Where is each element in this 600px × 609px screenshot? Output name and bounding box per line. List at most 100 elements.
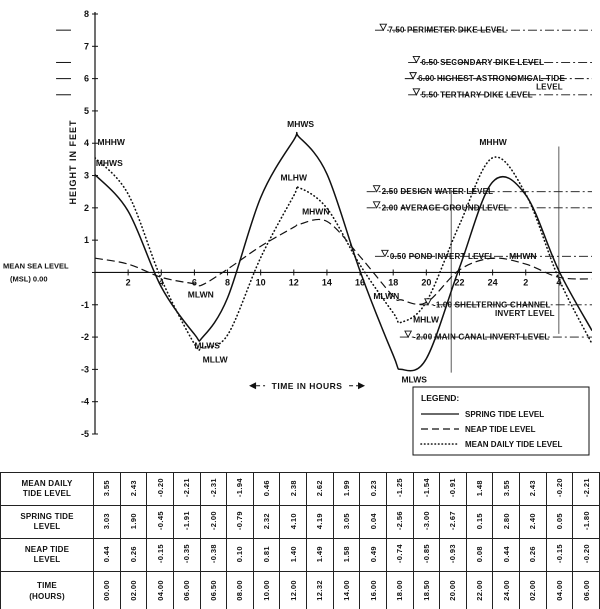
value-text: 4.19	[315, 512, 325, 530]
value-text: 2.40	[528, 512, 538, 530]
reference-level-annotation: 2.00 AVERAGE GROUND LEVEL	[372, 201, 509, 212]
value-text: -2.21	[581, 478, 591, 498]
table-row: NEAP TIDE LEVEL 0.44 0.26 -0.15 -0.35 -0.38 0.1…	[0, 538, 600, 572]
value-text: 0.26	[528, 545, 538, 563]
value-cell: 3.55	[492, 472, 520, 506]
value-cell: 16.00	[359, 571, 387, 609]
value-cell: -1.94	[226, 472, 254, 506]
x-tick-label: 14	[322, 277, 332, 287]
value-text: -1.25	[395, 478, 405, 498]
value-text: 22.00	[475, 580, 485, 601]
value-cell: -1.54	[412, 472, 441, 506]
row-header: TIME (HOURS)	[0, 571, 94, 609]
datum-triangle-icon	[380, 249, 389, 258]
value-cell: 2.80	[492, 505, 520, 539]
y-tick-label: 5	[84, 106, 89, 116]
reference-level-label: 7.50 PERIMETER DIKE LEVEL	[388, 26, 507, 35]
value-text: 0.15	[475, 512, 485, 530]
value-cell: 1.58	[332, 538, 361, 572]
value-text: 0.05	[554, 512, 564, 530]
value-cell: 1.90	[119, 505, 148, 539]
value-cell: 2.43	[119, 472, 148, 506]
value-text: 18.50	[421, 580, 431, 601]
value-cell: 2.38	[279, 472, 307, 506]
value-cell: 04.00	[545, 571, 574, 609]
value-text: 0.23	[368, 479, 378, 497]
curve-point-label: MHWN	[302, 206, 329, 216]
value-text: 0.81	[262, 545, 272, 563]
value-text: -0.85	[421, 544, 431, 564]
value-cell: 0.23	[359, 472, 387, 506]
value-text: 0.08	[475, 545, 485, 563]
value-text: 16.00	[368, 580, 378, 601]
legend-title: LEGEND:	[421, 393, 459, 403]
value-text: 2.62	[315, 479, 325, 497]
value-cell: 22.00	[465, 571, 494, 609]
value-text: -0.91	[448, 478, 458, 498]
value-text: 1.58	[341, 545, 351, 563]
value-text: 2.38	[288, 479, 298, 497]
value-text: 3.05	[341, 512, 351, 530]
value-cell: 2.32	[252, 505, 281, 539]
y-tick-label: -2	[81, 332, 89, 342]
value-text: 2.80	[501, 512, 511, 530]
value-text: -0.74	[395, 544, 405, 564]
value-cell: 4.10	[279, 505, 307, 539]
value-cell: 0.44	[492, 538, 520, 572]
value-cell: -0.15	[146, 538, 174, 572]
value-text: 00.00	[102, 580, 112, 601]
reference-level-label: 6.00 HIGHEST ASTRONOMICAL TIDE	[418, 74, 565, 83]
value-cell: 24.00	[492, 571, 520, 609]
datum-triangle-icon	[412, 56, 421, 64]
x-tick-label: 10	[256, 277, 266, 287]
value-cell: -0.91	[439, 472, 467, 506]
reference-level-label: 2.50 DESIGN WATER LEVEL	[382, 187, 494, 196]
value-text: -0.20	[581, 544, 591, 564]
reference-level-label: 2.00 AVERAGE GROUND LEVEL	[382, 203, 509, 212]
value-text: 0.49	[368, 545, 378, 563]
value-text: -0.93	[448, 544, 458, 564]
reference-level-annotation: 2.50 DESIGN WATER LEVEL	[372, 185, 494, 196]
value-text: 06.00	[182, 580, 192, 601]
value-cell: -2.56	[385, 505, 414, 539]
value-text: -3.00	[421, 511, 431, 531]
datum-triangle-icon	[372, 185, 381, 193]
y-axis-title: HEIGHT IN FEET	[68, 119, 78, 204]
x-tick-label: 24	[488, 277, 498, 287]
value-cell: 14.00	[332, 571, 361, 609]
value-cell: -0.35	[172, 538, 201, 572]
mean-sea-level-value: (MSL) 0.00	[10, 274, 48, 283]
value-text: 1.48	[475, 479, 485, 497]
x-tick-label: 4	[556, 277, 561, 287]
value-cell: -0.15	[545, 538, 574, 572]
curve-point-label: MLWS	[194, 340, 220, 350]
value-cell: 0.44	[93, 538, 121, 572]
curve-point-label: MHHW	[479, 137, 507, 147]
curve-dashed	[95, 218, 592, 305]
value-cell: 0.81	[252, 538, 281, 572]
value-cell: 18.00	[385, 571, 414, 609]
value-text: -0.15	[554, 544, 564, 564]
value-text: 3.55	[102, 479, 112, 497]
value-cell: 06.50	[199, 571, 228, 609]
value-cell: 0.49	[359, 538, 387, 572]
value-text: 02.00	[128, 580, 138, 601]
value-cell: 0.05	[545, 505, 574, 539]
mean-sea-level-label: MEAN SEA LEVEL	[3, 261, 69, 270]
curve-point-label: MLLW	[203, 354, 229, 364]
value-text: 2.43	[528, 479, 538, 497]
reference-level-label-line2: LEVEL	[536, 83, 563, 92]
value-cell: 1.40	[279, 538, 307, 572]
value-text: -1.54	[421, 478, 431, 498]
value-text: 12.00	[288, 580, 298, 601]
value-cell: -0.93	[439, 538, 467, 572]
value-cell: 0.26	[119, 538, 148, 572]
value-cell: -0.45	[146, 505, 174, 539]
left-arrow-icon	[249, 382, 257, 390]
value-cell: -1.25	[385, 472, 414, 506]
value-cell: 3.03	[93, 505, 121, 539]
reference-level-label: 0.50 POND INVERT LEVEL	[390, 252, 495, 261]
value-text: -0.79	[235, 511, 245, 531]
value-text: 1.49	[315, 545, 325, 563]
